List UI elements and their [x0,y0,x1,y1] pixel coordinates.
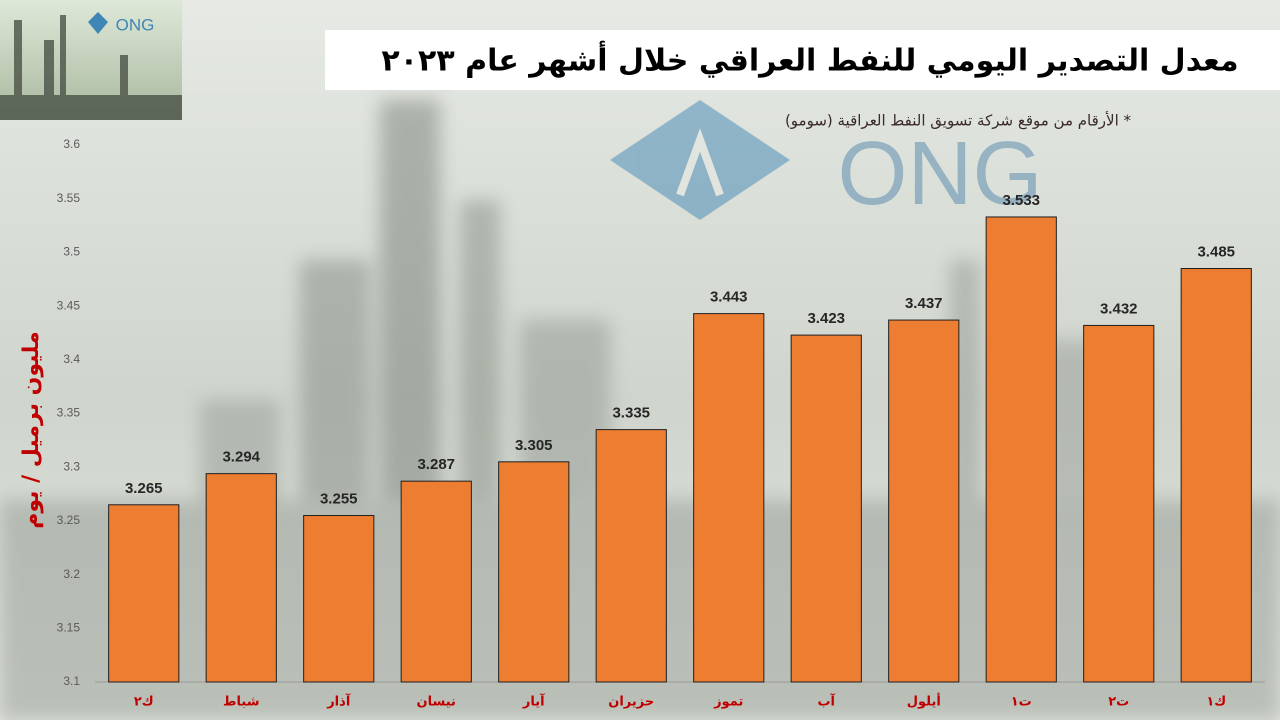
value-label: 3.423 [807,310,845,327]
bar [595,429,667,683]
y-tick-label: 3.3 [63,459,80,473]
value-label: 3.443 [710,289,748,306]
x-tick-label: نيسان [417,695,456,710]
x-tick-label: أيلول [907,693,941,710]
watermark-text: ONG [837,124,1042,224]
y-tick-label: 3.25 [57,513,81,527]
bar [1180,268,1252,683]
x-tick-label: ت١ [1011,695,1032,710]
logo-mark [88,12,108,34]
chart-subtitle: * الأرقام من موقع شركة تسويق النفط العرا… [785,111,1132,130]
value-label: 3.294 [222,449,260,466]
bar [498,461,570,683]
value-label: 3.432 [1100,300,1138,317]
value-label: 3.287 [417,456,455,473]
y-tick-label: 3.4 [63,352,80,366]
x-tick-label: ت٢ [1108,695,1129,710]
chart-title: معدل التصدير اليومي للنفط العراقي خلال أ… [381,41,1238,79]
logo-refinery [0,15,182,120]
value-label: 3.305 [515,437,553,454]
value-label: 3.335 [612,405,650,422]
bar [108,504,180,683]
bar [790,334,862,683]
y-tick-label: 3.55 [57,191,81,205]
bar [205,473,277,683]
y-axis-label: مليون برميل / يوم [19,331,44,529]
y-tick-label: 3.5 [63,245,80,259]
x-tick-label: آذار [326,693,351,710]
value-label: 3.485 [1197,243,1235,260]
bar [888,319,960,683]
bar [303,515,375,683]
value-label: 3.265 [125,480,163,497]
logo-text: ONG [116,15,155,34]
title-box [325,30,1280,90]
bar [1083,324,1155,683]
value-label: 3.437 [905,295,943,312]
y-tick-label: 3.35 [57,406,81,420]
bar [693,313,765,683]
y-tick-label: 3.6 [63,137,80,151]
value-label: 3.533 [1002,192,1040,209]
x-tick-label: آب [817,693,835,710]
y-tick-label: 3.1 [63,674,80,688]
x-tick-label: ك٢ [134,695,154,710]
x-tick-label: آيار [522,693,545,710]
y-tick-label: 3.15 [57,620,81,634]
background-logo: ONG [610,100,1043,224]
bar [985,216,1057,683]
x-tick-label: شباط [223,695,259,710]
bar [400,480,472,683]
x-tick-label: تموز [713,695,743,710]
value-label: 3.255 [320,490,358,507]
x-tick-label: ك١ [1206,695,1226,710]
x-tick-label: حزيران [608,695,654,710]
y-tick-label: 3.45 [57,298,81,312]
y-tick-label: 3.2 [63,567,80,581]
